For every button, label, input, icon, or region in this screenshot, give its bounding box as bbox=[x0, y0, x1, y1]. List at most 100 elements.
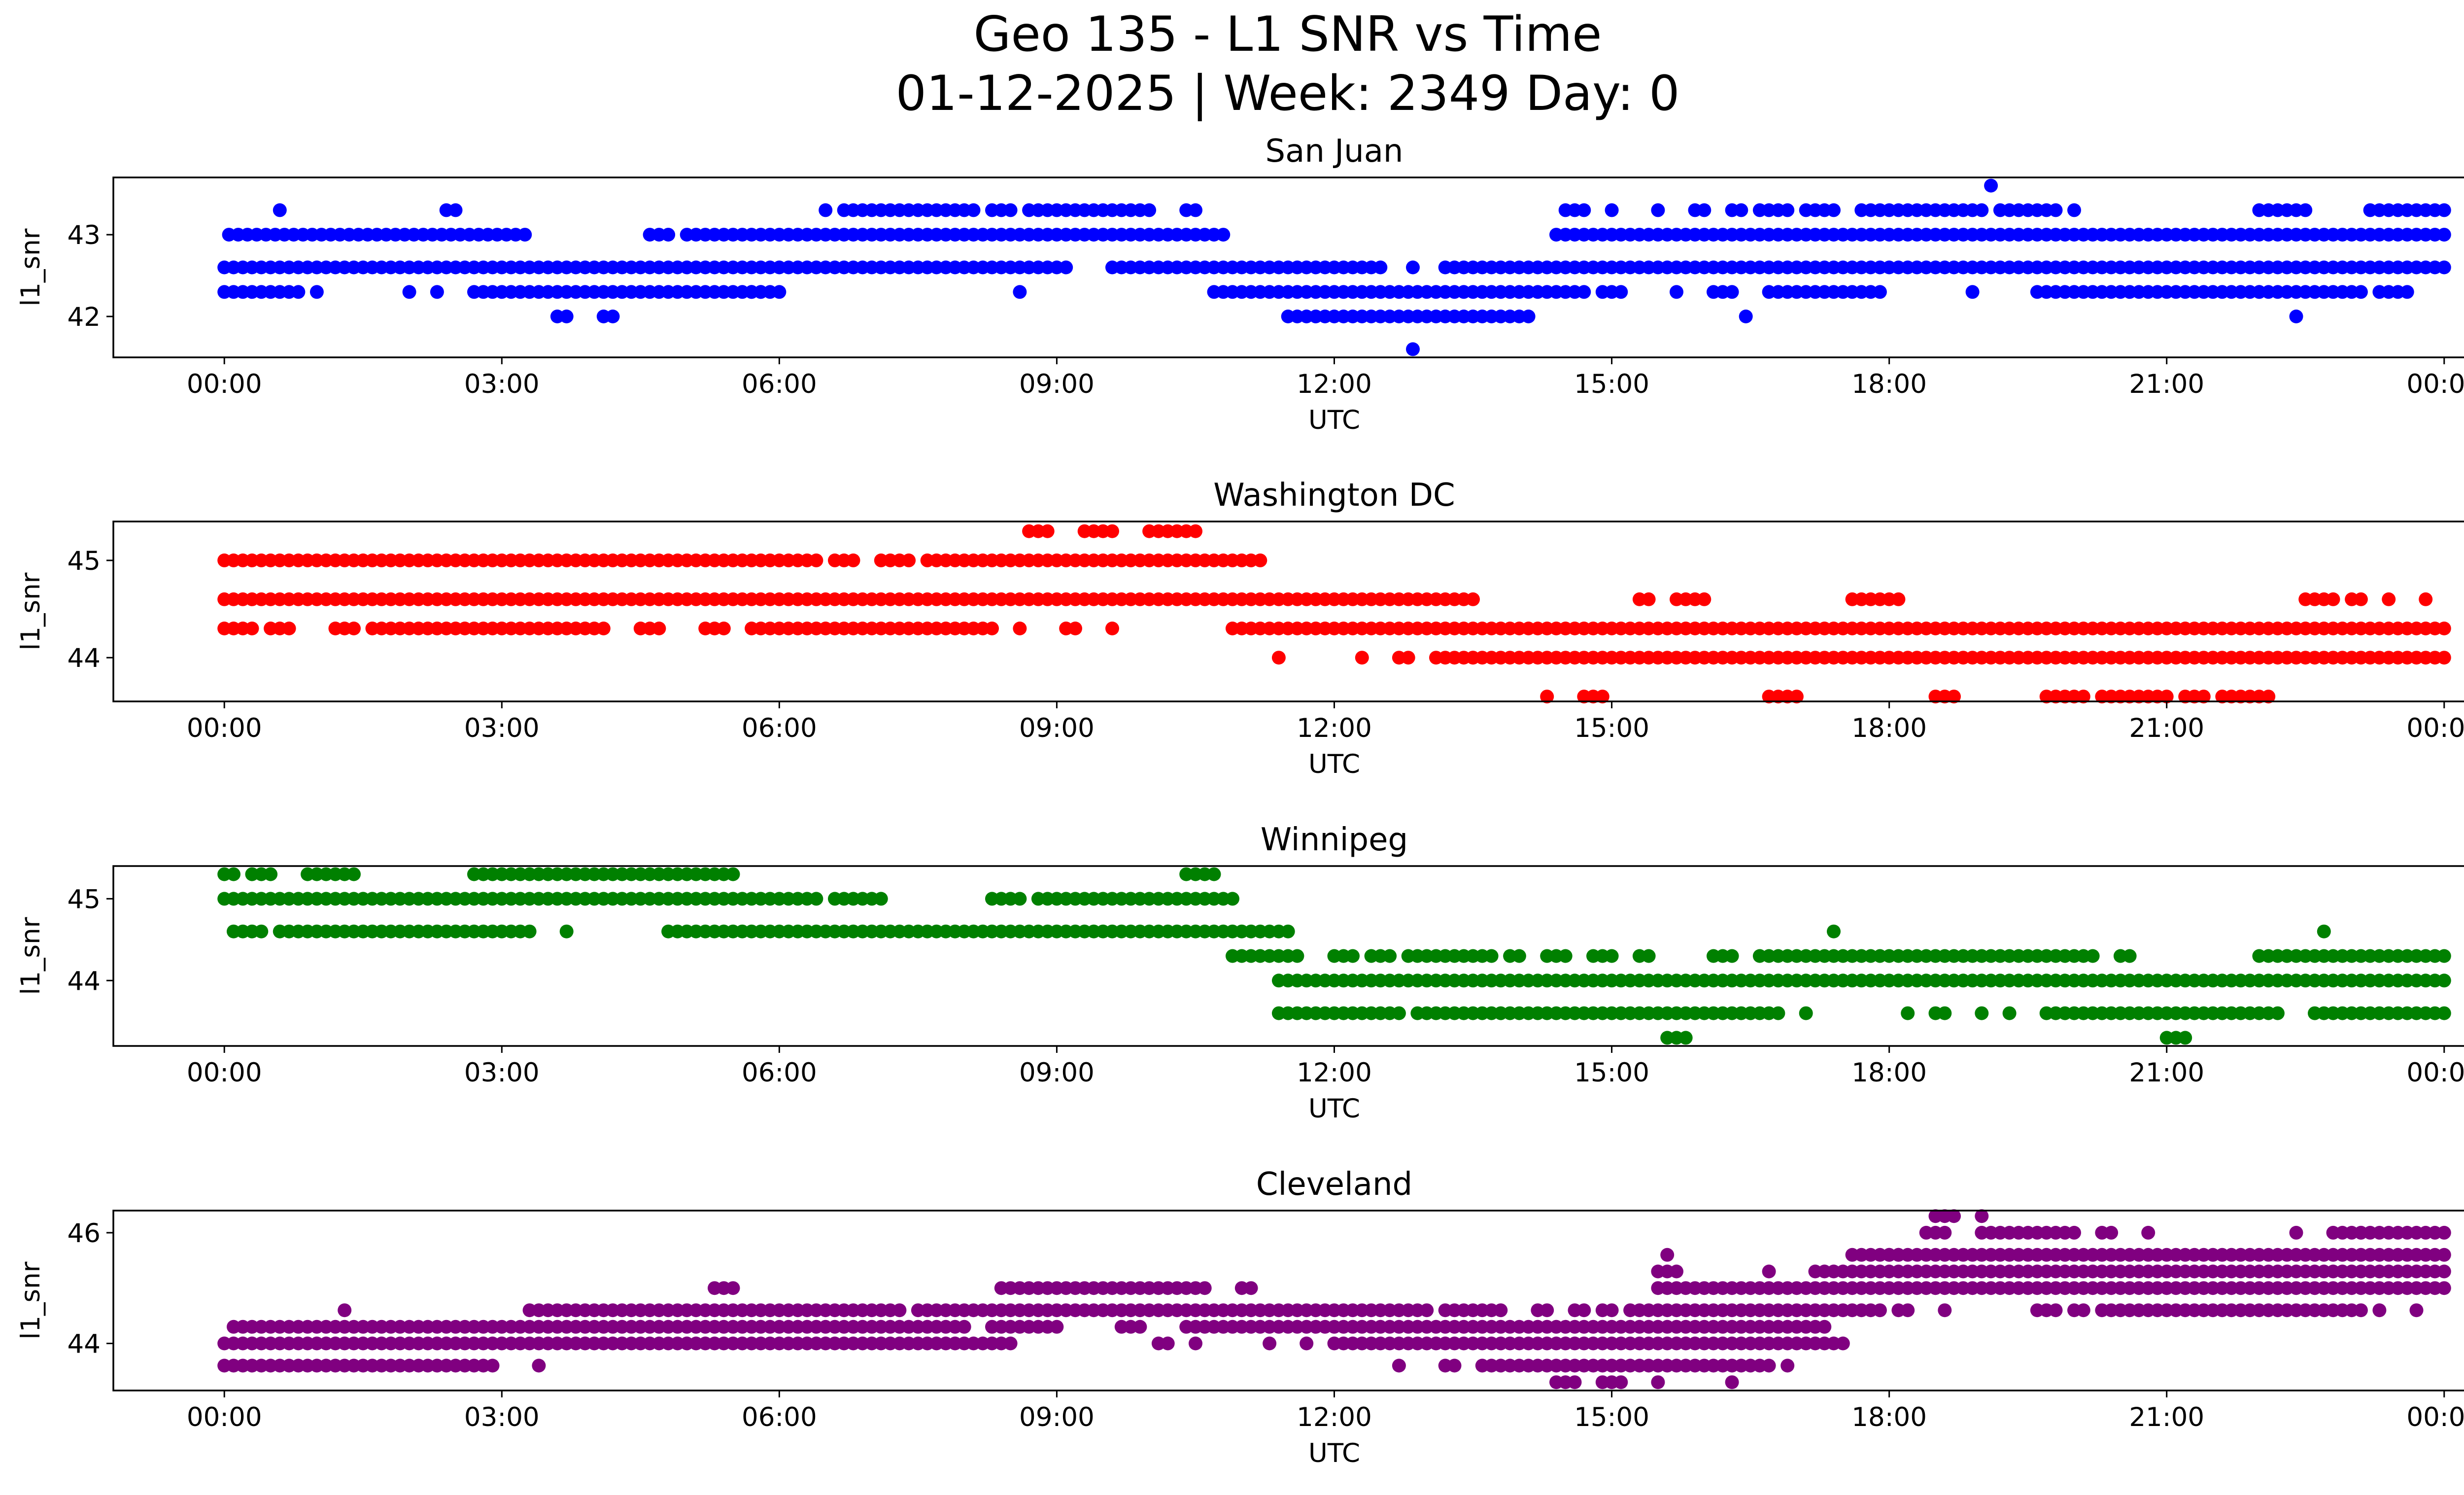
data-point bbox=[1984, 178, 1998, 193]
data-point bbox=[291, 285, 306, 299]
data-point bbox=[518, 228, 532, 242]
data-point bbox=[2067, 203, 2081, 217]
data-point bbox=[1660, 1248, 1675, 1262]
data-point bbox=[1207, 867, 1221, 881]
data-point bbox=[1817, 1320, 1832, 1334]
x-tick-label: 00:00 bbox=[2406, 1402, 2464, 1432]
data-point bbox=[596, 622, 611, 635]
marker-group bbox=[217, 867, 2451, 1045]
data-point bbox=[1346, 949, 1360, 963]
data-point bbox=[1216, 228, 1231, 242]
data-point bbox=[2049, 1303, 2063, 1318]
data-point bbox=[1651, 203, 1665, 217]
data-point bbox=[1059, 260, 1073, 275]
marker-group bbox=[217, 178, 2451, 356]
data-point bbox=[1577, 203, 1591, 217]
data-point bbox=[1392, 1358, 1406, 1373]
data-point bbox=[1975, 203, 1989, 217]
x-tick-label: 06:00 bbox=[742, 369, 817, 399]
data-point bbox=[1244, 1281, 1258, 1295]
data-point bbox=[1512, 949, 1526, 963]
subplot-san-juan: San Juan 00:00 03:00 06:00 09:00 12:00 15:00 18… bbox=[16, 133, 2464, 435]
data-point bbox=[661, 228, 676, 242]
data-point bbox=[1739, 310, 1753, 323]
data-point bbox=[1670, 285, 1683, 299]
data-point bbox=[1105, 524, 1119, 538]
x-tick-label: 00:00 bbox=[187, 1402, 262, 1432]
data-point bbox=[2437, 1264, 2451, 1279]
data-point bbox=[1614, 1375, 1628, 1390]
data-point bbox=[846, 553, 860, 567]
data-point bbox=[1605, 203, 1619, 217]
data-point bbox=[1827, 203, 1841, 217]
x-tick-label: 03:00 bbox=[464, 713, 540, 743]
x-tick-label: 18:00 bbox=[1851, 1402, 1927, 1432]
x-tick-label: 21:00 bbox=[2129, 369, 2204, 399]
data-point bbox=[1780, 1358, 1795, 1373]
data-point bbox=[1947, 1209, 1961, 1223]
x-tick-label: 09:00 bbox=[1019, 713, 1095, 743]
data-point bbox=[1161, 1336, 1175, 1351]
data-point bbox=[1373, 260, 1388, 275]
data-point bbox=[2270, 1006, 2285, 1020]
y-axis-label: l1_snr bbox=[16, 572, 46, 650]
data-point bbox=[2354, 592, 2368, 606]
data-point bbox=[522, 924, 537, 939]
data-point bbox=[430, 285, 444, 299]
data-point bbox=[1651, 1375, 1665, 1390]
x-tick-label: 18:00 bbox=[1851, 369, 1927, 399]
data-point bbox=[1040, 524, 1055, 538]
data-point bbox=[2076, 1303, 2090, 1318]
data-point bbox=[1595, 690, 1609, 704]
data-point bbox=[2289, 310, 2303, 323]
data-point bbox=[809, 553, 823, 567]
data-point bbox=[1577, 285, 1591, 299]
x-tick-label: 15:00 bbox=[1574, 1402, 1649, 1432]
data-point bbox=[2437, 1006, 2451, 1020]
data-point bbox=[2159, 690, 2174, 704]
data-point bbox=[957, 1320, 971, 1334]
data-point bbox=[227, 867, 240, 881]
data-point bbox=[772, 285, 787, 299]
data-point bbox=[819, 203, 833, 217]
x-tick-label: 00:00 bbox=[2406, 1058, 2464, 1088]
data-point bbox=[1540, 690, 1554, 704]
data-point bbox=[2437, 228, 2451, 242]
x-tick-label: 15:00 bbox=[1574, 369, 1649, 399]
x-tick-label: 12:00 bbox=[1297, 713, 1372, 743]
x-axis-label: UTC bbox=[1308, 1438, 1360, 1468]
data-point bbox=[892, 1303, 907, 1318]
data-point bbox=[1975, 1209, 1989, 1223]
data-point bbox=[2261, 690, 2276, 704]
y-tick-label: 44 bbox=[68, 1329, 101, 1359]
x-tick-label: 03:00 bbox=[464, 369, 540, 399]
data-point bbox=[1142, 203, 1157, 217]
data-point bbox=[2049, 203, 2063, 217]
x-tick-label: 00:00 bbox=[187, 713, 262, 743]
data-point bbox=[1013, 622, 1027, 635]
data-point bbox=[1290, 949, 1304, 963]
data-point bbox=[1406, 260, 1420, 275]
x-tick-label: 21:00 bbox=[2129, 1058, 2204, 1088]
data-point bbox=[1355, 651, 1369, 665]
x-tick-label: 06:00 bbox=[742, 1402, 817, 1432]
data-point bbox=[1013, 892, 1027, 906]
y-tick-label: 44 bbox=[68, 966, 101, 996]
data-point bbox=[1521, 310, 1536, 323]
data-point bbox=[264, 867, 278, 881]
data-point bbox=[1762, 1264, 1776, 1279]
x-tick-label: 03:00 bbox=[464, 1058, 540, 1088]
data-point bbox=[1050, 1320, 1064, 1334]
data-point bbox=[2437, 651, 2451, 665]
data-point bbox=[1263, 1336, 1277, 1351]
data-point bbox=[1198, 1281, 1212, 1295]
data-point bbox=[402, 285, 416, 299]
x-tick-label: 15:00 bbox=[1574, 1058, 1649, 1088]
data-point bbox=[1614, 285, 1628, 299]
y-tick-label: 42 bbox=[68, 302, 101, 332]
data-point bbox=[2437, 1248, 2451, 1262]
data-point bbox=[1401, 651, 1415, 665]
x-tick-label: 12:00 bbox=[1297, 369, 1372, 399]
y-axis-label: l1_snr bbox=[16, 917, 46, 995]
data-point bbox=[2122, 949, 2137, 963]
